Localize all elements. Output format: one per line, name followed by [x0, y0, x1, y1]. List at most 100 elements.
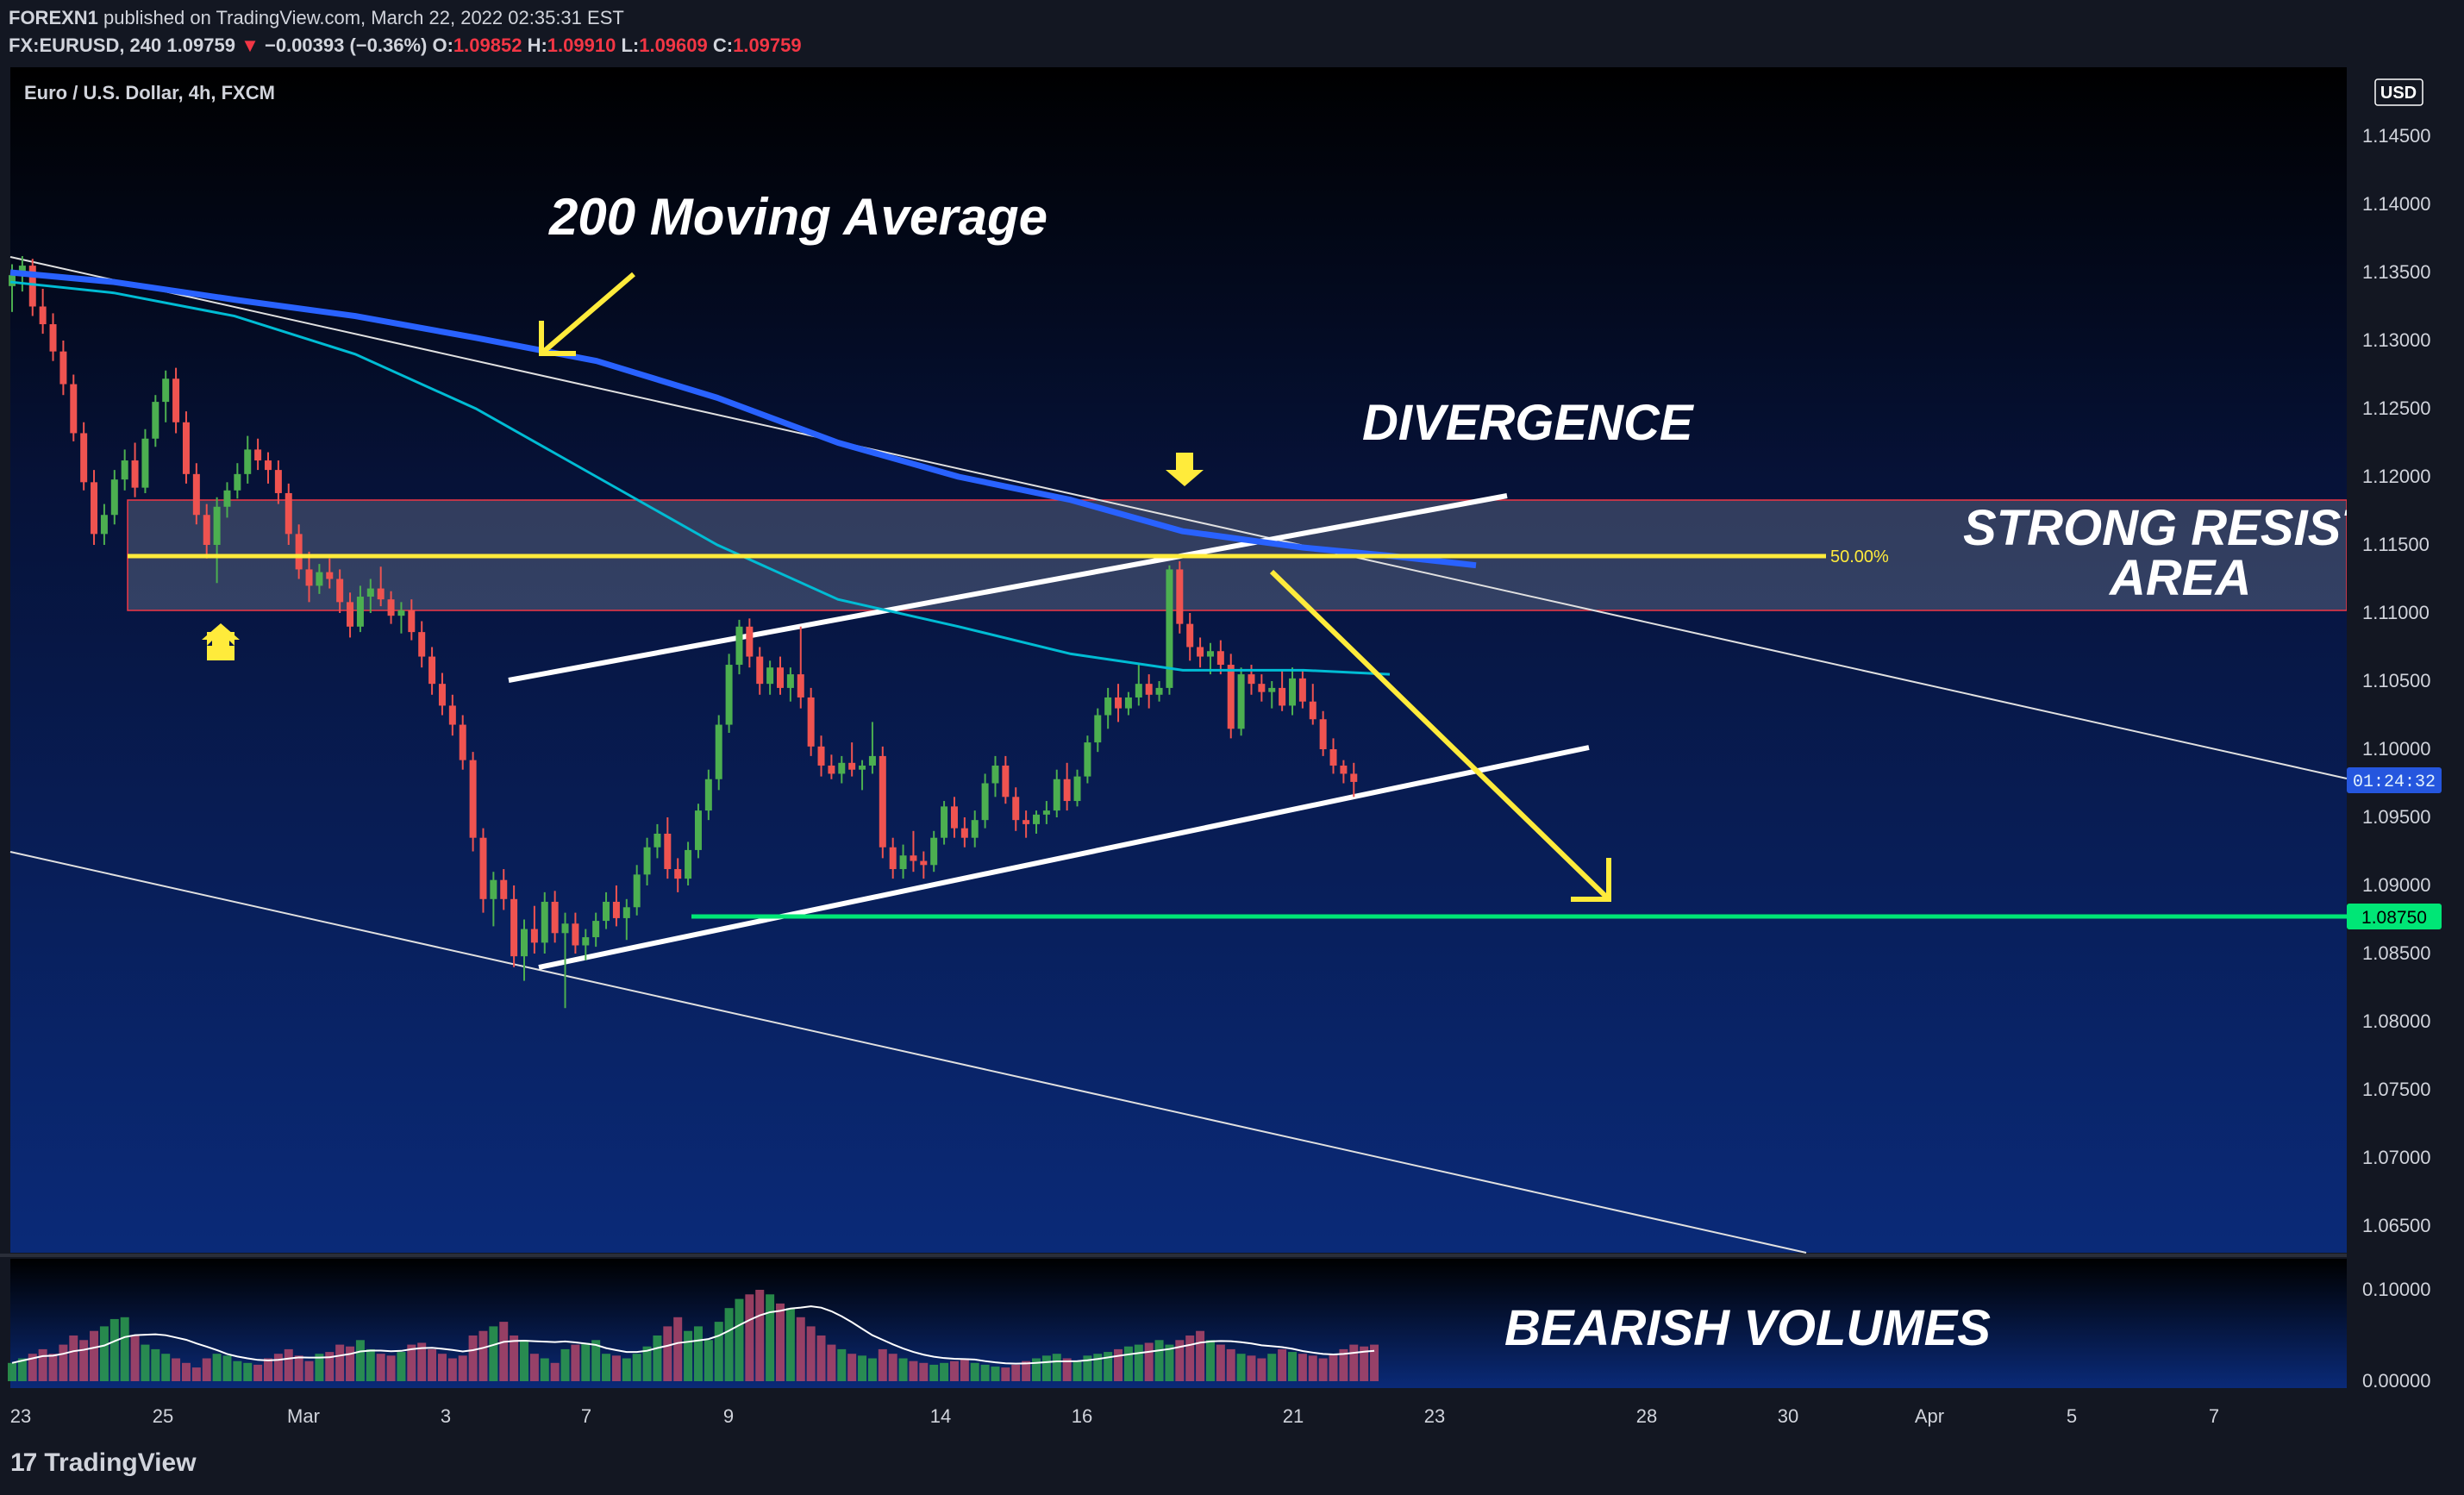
candle[interactable]: [479, 828, 487, 913]
volume-bar[interactable]: [1032, 1358, 1041, 1382]
volume-bar[interactable]: [447, 1358, 457, 1382]
volume-bar[interactable]: [837, 1348, 847, 1381]
candle[interactable]: [448, 694, 456, 736]
volume-bar[interactable]: [529, 1354, 539, 1381]
volume-bar[interactable]: [673, 1317, 683, 1381]
volume-bar[interactable]: [591, 1340, 601, 1381]
volume-bar[interactable]: [940, 1362, 949, 1381]
volume-bar[interactable]: [90, 1330, 99, 1381]
candle[interactable]: [39, 288, 47, 335]
candle[interactable]: [366, 579, 374, 614]
candle[interactable]: [603, 891, 610, 929]
candle[interactable]: [377, 566, 385, 607]
candle[interactable]: [991, 755, 999, 798]
volume-bar[interactable]: [202, 1358, 211, 1382]
candle[interactable]: [1186, 613, 1194, 661]
candle[interactable]: [1094, 708, 1102, 753]
volume-bar[interactable]: [1226, 1348, 1235, 1381]
volume-bar[interactable]: [1318, 1358, 1328, 1382]
volume-bar[interactable]: [1154, 1340, 1164, 1381]
candle[interactable]: [172, 367, 180, 434]
volume-bar[interactable]: [1175, 1340, 1185, 1381]
candle[interactable]: [797, 626, 804, 709]
candle[interactable]: [766, 660, 774, 695]
candle[interactable]: [530, 905, 538, 954]
volume-bar[interactable]: [1134, 1344, 1143, 1381]
volume-bar[interactable]: [1114, 1348, 1123, 1381]
candle[interactable]: [428, 647, 436, 695]
volume-bar[interactable]: [571, 1344, 580, 1381]
volume-bar[interactable]: [929, 1364, 939, 1381]
publisher-name[interactable]: FOREXN1: [9, 7, 98, 28]
candle[interactable]: [920, 851, 928, 879]
candle[interactable]: [336, 569, 344, 613]
candle[interactable]: [664, 817, 672, 879]
volume-bar[interactable]: [407, 1344, 416, 1381]
volume-bar[interactable]: [38, 1348, 47, 1381]
candle[interactable]: [582, 929, 590, 960]
candle[interactable]: [265, 452, 272, 484]
volume-bar[interactable]: [376, 1354, 385, 1381]
candle[interactable]: [1350, 762, 1358, 798]
volume-bar[interactable]: [684, 1330, 693, 1381]
candle[interactable]: [121, 449, 128, 491]
candle[interactable]: [356, 585, 364, 633]
volume-bar[interactable]: [437, 1354, 447, 1381]
volume-bar[interactable]: [704, 1340, 713, 1381]
candle[interactable]: [192, 463, 200, 525]
volume-bar[interactable]: [1041, 1355, 1051, 1381]
candle[interactable]: [541, 891, 548, 954]
volume-bar[interactable]: [1062, 1358, 1072, 1382]
volume-bar[interactable]: [99, 1326, 109, 1381]
candle[interactable]: [274, 460, 282, 504]
volume-bar[interactable]: [120, 1317, 129, 1381]
candle[interactable]: [694, 804, 702, 859]
candle[interactable]: [295, 524, 303, 579]
volume-bar[interactable]: [1339, 1348, 1348, 1381]
candle[interactable]: [838, 755, 846, 784]
candle[interactable]: [1022, 810, 1030, 838]
candle[interactable]: [1084, 735, 1091, 784]
candle[interactable]: [1216, 640, 1224, 675]
candle[interactable]: [203, 504, 210, 559]
volume-bar[interactable]: [581, 1342, 591, 1381]
candle[interactable]: [592, 912, 600, 948]
volume-bar[interactable]: [1093, 1354, 1103, 1381]
volume-bar[interactable]: [960, 1358, 969, 1382]
volume-bar[interactable]: [417, 1342, 427, 1381]
volume-bar[interactable]: [919, 1362, 929, 1381]
volume-bar[interactable]: [335, 1344, 345, 1381]
candle[interactable]: [408, 599, 416, 641]
volume-bar[interactable]: [1349, 1344, 1359, 1381]
volume-bar[interactable]: [1052, 1354, 1061, 1381]
volume-bar[interactable]: [273, 1354, 283, 1381]
candle[interactable]: [1279, 670, 1286, 711]
volume-bar[interactable]: [858, 1355, 867, 1381]
volume-bar[interactable]: [1205, 1340, 1215, 1381]
volume-bar[interactable]: [478, 1330, 488, 1381]
candle[interactable]: [234, 463, 241, 499]
volume-bar[interactable]: [253, 1364, 263, 1381]
candle[interactable]: [612, 885, 620, 927]
volume-bar[interactable]: [1267, 1354, 1277, 1381]
volume-bar[interactable]: [878, 1348, 887, 1381]
volume-bar[interactable]: [17, 1358, 27, 1382]
candle[interactable]: [725, 654, 733, 734]
candle[interactable]: [387, 591, 395, 624]
candle[interactable]: [397, 602, 405, 634]
volume-bar[interactable]: [632, 1354, 641, 1381]
volume-bar[interactable]: [222, 1355, 232, 1381]
candle[interactable]: [941, 801, 948, 845]
volume-bar[interactable]: [151, 1348, 160, 1381]
volume-bar[interactable]: [909, 1361, 918, 1381]
volume-bar[interactable]: [693, 1326, 703, 1381]
volume-bar[interactable]: [325, 1352, 335, 1381]
candle[interactable]: [510, 885, 518, 967]
candle[interactable]: [152, 395, 159, 447]
candle[interactable]: [633, 865, 641, 916]
volume-bar[interactable]: [191, 1367, 201, 1381]
candle[interactable]: [859, 760, 866, 791]
volume-bar[interactable]: [602, 1354, 611, 1381]
candle[interactable]: [80, 422, 88, 491]
volume-bar[interactable]: [172, 1358, 181, 1382]
